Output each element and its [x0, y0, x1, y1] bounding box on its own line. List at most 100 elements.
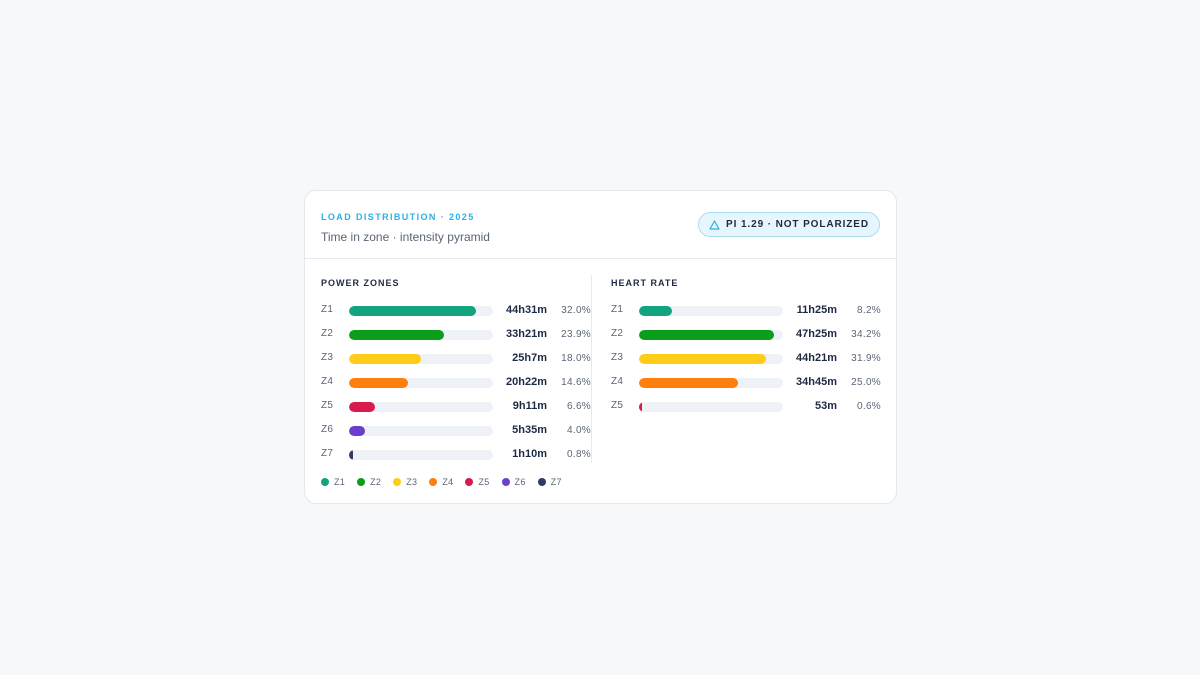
- zone-percent: 14.6%: [561, 377, 591, 388]
- zone-bar-fill: [349, 426, 365, 436]
- legend-label: Z3: [406, 477, 418, 487]
- zone-row-z4: Z4 20h22m 14.6%: [321, 371, 591, 395]
- zone-bar-track: [639, 402, 783, 412]
- zone-duration: 1h10m: [512, 448, 547, 460]
- zone-row-z2: Z2 47h25m 34.2%: [611, 323, 881, 347]
- card-subtitle: Time in zone · intensity pyramid: [321, 230, 490, 244]
- zone-duration: 47h25m: [796, 328, 837, 340]
- legend-item-z2: Z2: [357, 477, 381, 487]
- legend-dot: [537, 478, 546, 486]
- legend-dot: [357, 478, 366, 486]
- legend-label: Z6: [514, 477, 526, 487]
- zone-bar-fill: [639, 330, 775, 340]
- power-zones-rows: Z1 44h31m 32.0% Z2 33h21m 23.9% Z3 25h7m 18.0% Z4…: [321, 299, 591, 467]
- zone-label: Z5: [321, 400, 334, 411]
- zone-label: Z1: [611, 304, 624, 315]
- legend-item-z6: Z6: [501, 477, 526, 487]
- zone-percent: 31.9%: [851, 353, 881, 364]
- zone-duration: 5h35m: [512, 424, 547, 436]
- zone-label: Z3: [321, 352, 334, 363]
- zone-percent: 0.8%: [567, 449, 591, 460]
- zone-label: Z2: [321, 328, 334, 339]
- power-zones-title: POWER ZONES: [321, 278, 400, 288]
- zone-duration: 25h7m: [512, 352, 547, 364]
- legend-label: Z2: [370, 477, 382, 487]
- zone-percent: 25.0%: [851, 377, 881, 388]
- badge-label: PI 1.29 · NOT POLARIZED: [726, 219, 869, 230]
- zone-percent: 4.0%: [567, 425, 591, 436]
- warning-triangle-icon: [709, 219, 720, 230]
- zone-row-z7: Z7 1h10m 0.8%: [321, 443, 591, 467]
- card-eyebrow: LOAD DISTRIBUTION · 2025: [321, 212, 475, 222]
- zone-duration: 53m: [814, 400, 837, 412]
- zone-percent: 23.9%: [561, 329, 591, 340]
- zone-row-z1: Z1 44h31m 32.0%: [321, 299, 591, 323]
- zone-bar-fill: [349, 330, 445, 340]
- legend-dot: [501, 478, 510, 486]
- zone-percent: 6.6%: [567, 401, 591, 412]
- zone-duration: 44h31m: [506, 304, 547, 316]
- zone-label: Z3: [611, 352, 624, 363]
- zone-bar-track: [639, 354, 783, 364]
- zone-bar-track: [349, 402, 493, 412]
- zone-bar-track: [349, 426, 493, 436]
- zone-bar-fill: [639, 354, 766, 364]
- zone-bar-fill: [349, 402, 375, 412]
- zone-bar-fill: [639, 402, 642, 412]
- card-header: LOAD DISTRIBUTION · 2025 Time in zone · …: [305, 191, 896, 259]
- legend-label: Z5: [478, 477, 490, 487]
- zone-bar-track: [349, 306, 493, 316]
- zone-label: Z1: [321, 304, 334, 315]
- zone-row-z6: Z6 5h35m 4.0%: [321, 419, 591, 443]
- legend-item-z4: Z4: [429, 477, 453, 487]
- zone-label: Z2: [611, 328, 624, 339]
- zone-bar-track: [349, 378, 493, 388]
- zone-row-z3: Z3 44h21m 31.9%: [611, 347, 881, 371]
- legend-item-z7: Z7: [537, 477, 562, 487]
- zone-row-z4: Z4 34h45m 25.0%: [611, 371, 881, 395]
- load-distribution-card: LOAD DISTRIBUTION · 2025 Time in zone · …: [304, 190, 897, 504]
- zone-bar-fill: [349, 306, 476, 316]
- zone-percent: 0.6%: [857, 401, 881, 412]
- zone-label: Z5: [611, 400, 624, 411]
- zone-label: Z4: [611, 376, 624, 387]
- zone-label: Z6: [321, 424, 334, 435]
- zone-percent: 8.2%: [857, 305, 881, 316]
- legend-item-z3: Z3: [393, 477, 417, 487]
- legend-item-z1: Z1: [321, 477, 345, 487]
- panel-divider: [591, 275, 592, 463]
- zone-bar-fill: [639, 306, 673, 316]
- legend-dot: [321, 478, 329, 486]
- zone-label: Z4: [321, 376, 334, 387]
- zone-bar-track: [639, 330, 783, 340]
- zone-bar-track: [639, 306, 783, 316]
- zone-bar-fill: [639, 378, 739, 388]
- legend-item-z5: Z5: [465, 477, 489, 487]
- zone-row-z2: Z2 33h21m 23.9%: [321, 323, 591, 347]
- zone-percent: 18.0%: [561, 353, 591, 364]
- zone-bar-track: [349, 354, 493, 364]
- zone-duration: 33h21m: [506, 328, 547, 340]
- legend-dot: [429, 478, 438, 486]
- legend-label: Z1: [334, 477, 346, 487]
- zone-duration: 20h22m: [506, 376, 547, 388]
- legend-label: Z7: [550, 477, 562, 487]
- zone-bar-fill: [349, 354, 421, 364]
- zone-bar-track: [349, 450, 493, 460]
- legend-label: Z4: [442, 477, 454, 487]
- zone-percent: 32.0%: [561, 305, 591, 316]
- zone-duration: 44h21m: [796, 352, 837, 364]
- legend-dot: [393, 478, 402, 486]
- polarization-index-badge[interactable]: PI 1.29 · NOT POLARIZED: [698, 212, 880, 237]
- zone-panels: POWER ZONES Z1 44h31m 32.0% Z2 33h21m 23.9% Z3…: [305, 260, 896, 463]
- zone-legend: Z1 Z2 Z3 Z4 Z5 Z6 Z7: [321, 477, 562, 487]
- zone-row-z1: Z1 11h25m 8.2%: [611, 299, 881, 323]
- zone-percent: 34.2%: [851, 329, 881, 340]
- zone-label: Z7: [321, 448, 334, 459]
- zone-bar-fill: [349, 450, 354, 460]
- heart-rate-title: HEART RATE: [611, 278, 679, 288]
- zone-row-z3: Z3 25h7m 18.0%: [321, 347, 591, 371]
- heart-rate-rows: Z1 11h25m 8.2% Z2 47h25m 34.2% Z3 44h21m 31.9% Z4…: [611, 299, 881, 419]
- zone-bar-track: [639, 378, 783, 388]
- zone-duration: 11h25m: [796, 304, 837, 316]
